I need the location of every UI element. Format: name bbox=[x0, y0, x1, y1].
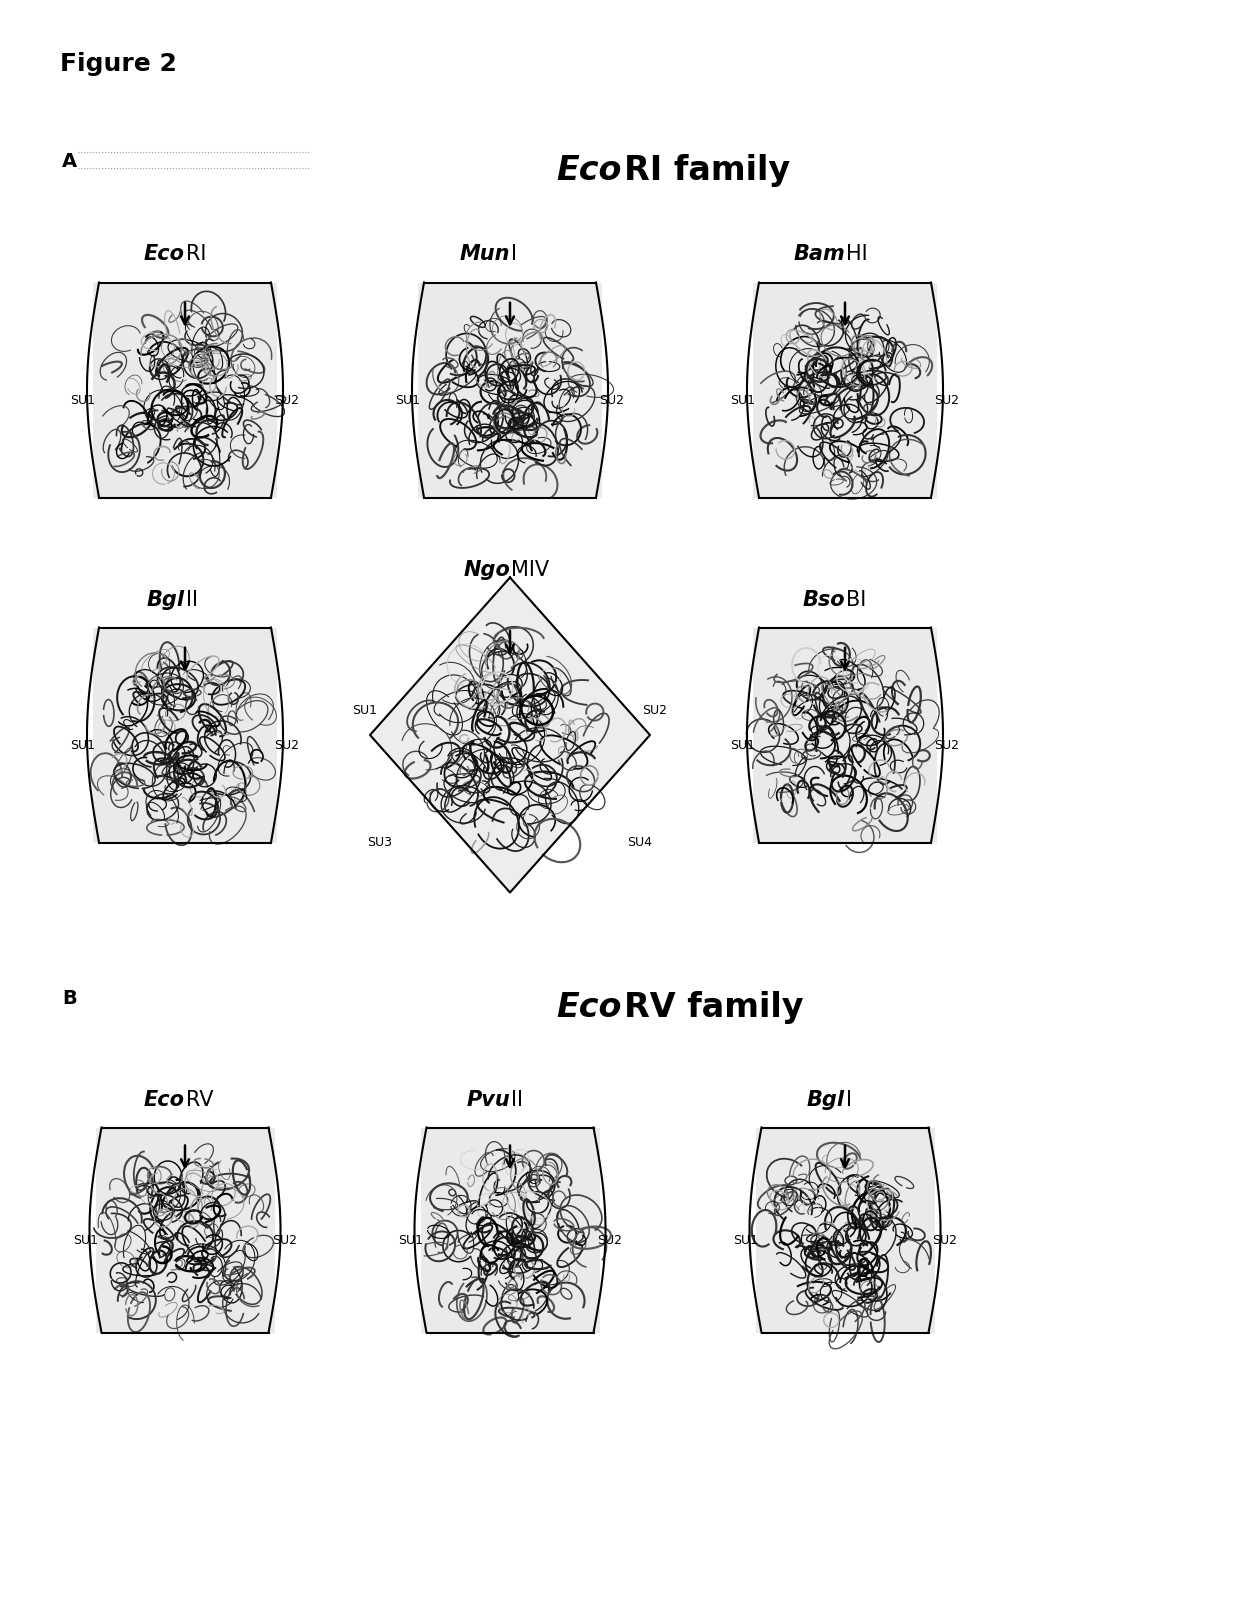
Text: I: I bbox=[846, 1090, 852, 1109]
Text: SU1: SU1 bbox=[71, 739, 95, 752]
Text: Eco: Eco bbox=[557, 154, 622, 186]
Text: SU4: SU4 bbox=[627, 836, 652, 848]
Text: SU2: SU2 bbox=[272, 1234, 298, 1247]
Text: HI: HI bbox=[846, 244, 868, 265]
Text: SU1: SU1 bbox=[71, 394, 95, 407]
FancyBboxPatch shape bbox=[420, 1128, 599, 1332]
Text: A: A bbox=[62, 153, 77, 170]
FancyBboxPatch shape bbox=[418, 283, 601, 498]
Text: SU1: SU1 bbox=[398, 1234, 423, 1247]
FancyBboxPatch shape bbox=[93, 283, 277, 498]
Text: SU1: SU1 bbox=[730, 394, 755, 407]
Text: II: II bbox=[186, 590, 198, 609]
Text: Eco: Eco bbox=[144, 1090, 185, 1109]
Text: Pvu: Pvu bbox=[466, 1090, 510, 1109]
Text: BI: BI bbox=[846, 590, 867, 609]
Text: SU1: SU1 bbox=[396, 394, 420, 407]
Text: RV family: RV family bbox=[624, 992, 804, 1024]
Text: Eco: Eco bbox=[557, 992, 622, 1024]
Text: SU2: SU2 bbox=[935, 739, 960, 752]
Text: Bgl: Bgl bbox=[807, 1090, 844, 1109]
FancyBboxPatch shape bbox=[753, 283, 937, 498]
Text: SU3: SU3 bbox=[367, 836, 393, 848]
Text: Bso: Bso bbox=[802, 590, 844, 609]
Text: Figure 2: Figure 2 bbox=[60, 51, 177, 76]
Text: SU2: SU2 bbox=[596, 1234, 622, 1247]
Text: Bgl: Bgl bbox=[148, 590, 185, 609]
Text: SU1: SU1 bbox=[733, 1234, 758, 1247]
Text: Mun: Mun bbox=[460, 244, 510, 265]
Polygon shape bbox=[370, 577, 650, 892]
FancyBboxPatch shape bbox=[93, 627, 277, 842]
Text: SU1: SU1 bbox=[352, 704, 377, 717]
FancyBboxPatch shape bbox=[755, 1128, 935, 1332]
Text: SU2: SU2 bbox=[274, 739, 300, 752]
Text: SU2: SU2 bbox=[935, 394, 960, 407]
Text: SU1: SU1 bbox=[730, 739, 755, 752]
Text: SU2: SU2 bbox=[274, 394, 300, 407]
Text: RI family: RI family bbox=[624, 154, 790, 186]
Text: SU2: SU2 bbox=[599, 394, 625, 407]
Text: RI: RI bbox=[186, 244, 206, 265]
Text: B: B bbox=[62, 988, 77, 1008]
Text: Bam: Bam bbox=[794, 244, 844, 265]
Text: I: I bbox=[511, 244, 517, 265]
Text: MIV: MIV bbox=[511, 559, 549, 580]
Text: SU2: SU2 bbox=[642, 704, 667, 717]
Text: RV: RV bbox=[186, 1090, 213, 1109]
Text: SU2: SU2 bbox=[932, 1234, 957, 1247]
FancyBboxPatch shape bbox=[753, 627, 937, 842]
Text: SU1: SU1 bbox=[73, 1234, 98, 1247]
Text: II: II bbox=[511, 1090, 523, 1109]
Text: Ngo: Ngo bbox=[463, 559, 510, 580]
Text: Eco: Eco bbox=[144, 244, 185, 265]
FancyBboxPatch shape bbox=[95, 1128, 274, 1332]
